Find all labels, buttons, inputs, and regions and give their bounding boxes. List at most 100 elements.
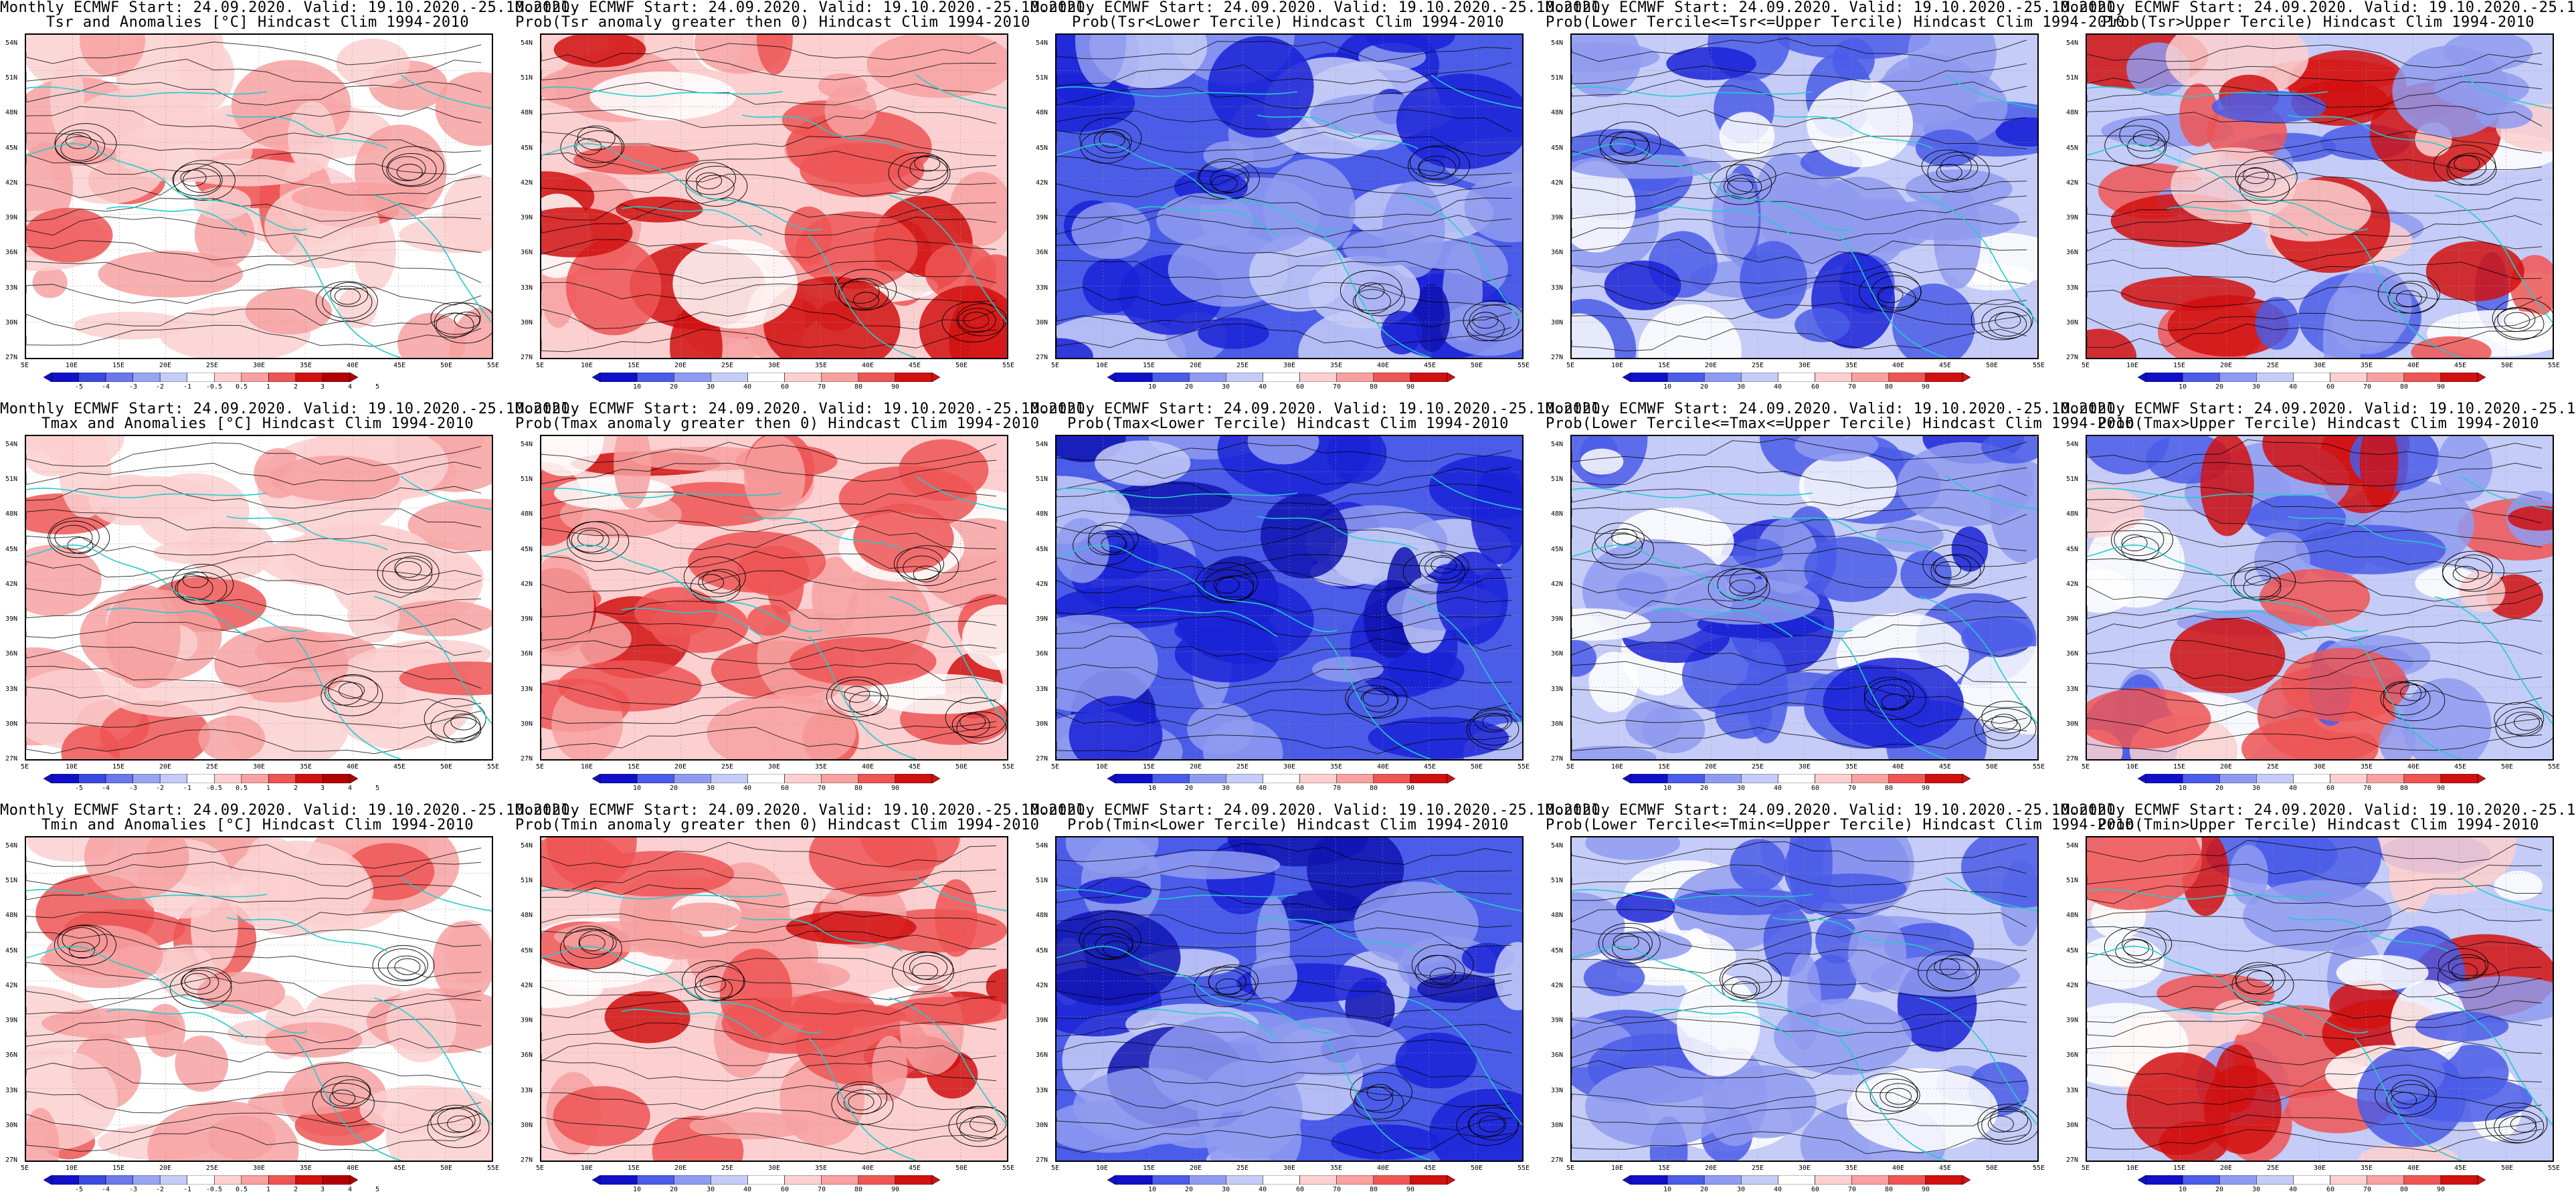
isotherm-contour bbox=[26, 929, 482, 950]
panel-title: Monthly ECMWF Start: 24.09.2020. Valid: … bbox=[1030, 802, 1610, 819]
longitude-label: 10E bbox=[65, 1165, 78, 1172]
forecast-panel: Monthly ECMWF Start: 24.09.2020. Valid: … bbox=[0, 0, 579, 401]
shaded-area bbox=[1198, 317, 1269, 349]
coastline bbox=[2167, 206, 2308, 236]
shaded-area bbox=[1065, 837, 1159, 874]
terrain-contour bbox=[1194, 966, 1257, 1007]
colorbar-tick-label: 3 bbox=[320, 383, 325, 391]
longitude-label: 50E bbox=[440, 763, 453, 771]
longitude-label: 5E bbox=[535, 362, 545, 369]
isotherm-contour bbox=[1056, 303, 1512, 328]
isotherm-contour bbox=[2087, 462, 2543, 487]
coastline bbox=[1651, 206, 1793, 236]
isotherm-contour bbox=[541, 1060, 997, 1082]
longitude-label: 55E bbox=[2032, 362, 2045, 369]
longitude-label: 55E bbox=[1517, 362, 1530, 369]
colorbar-tick-label: 40 bbox=[1773, 1186, 1782, 1193]
terrain-contour bbox=[2448, 155, 2487, 180]
colorbar-tick-label: 20 bbox=[669, 1186, 678, 1193]
shaded-area bbox=[1740, 241, 1807, 319]
colorbar-tick-label: 60 bbox=[1295, 383, 1305, 391]
isotherm-contour bbox=[1056, 260, 1512, 282]
shaded-area bbox=[1071, 202, 1151, 260]
colorbar-tick-label: 10 bbox=[2178, 785, 2187, 792]
coastline bbox=[541, 889, 783, 900]
terrain-contour bbox=[2452, 565, 2479, 583]
colorbar-tick-label: -1 bbox=[183, 383, 192, 391]
shaded-area bbox=[2211, 90, 2326, 124]
terrain-contour bbox=[60, 136, 99, 161]
latitude-label: 45N bbox=[1551, 947, 1564, 955]
terrain-contour bbox=[1211, 175, 1238, 192]
latitude-label: 27N bbox=[1036, 755, 1048, 763]
colorbar-tick-label: 30 bbox=[706, 785, 715, 792]
isotherm-contour bbox=[541, 526, 997, 550]
longitude-label: 10E bbox=[65, 362, 78, 369]
colorbar-tick-label: 10 bbox=[632, 383, 642, 391]
shaded-area bbox=[270, 456, 400, 501]
terrain-contour bbox=[1358, 282, 1385, 300]
terrain-contour bbox=[577, 530, 604, 546]
terrain-contour bbox=[1933, 555, 1972, 580]
isotherm-contour bbox=[1572, 437, 2027, 462]
terrain-contour bbox=[322, 286, 373, 319]
colorbar-tick-label: 90 bbox=[891, 785, 900, 792]
terrain-contour bbox=[2395, 290, 2422, 307]
shaded-area bbox=[106, 584, 181, 689]
shaded-area bbox=[1897, 441, 2034, 527]
isotherm-contour bbox=[26, 862, 482, 887]
latitude-label: 33N bbox=[521, 284, 533, 292]
shaded-area bbox=[688, 531, 826, 593]
terrain-contour bbox=[1073, 524, 1135, 566]
latitude-label: 39N bbox=[521, 214, 533, 221]
isotherm-contour bbox=[26, 1091, 482, 1114]
longitude-label: 40E bbox=[346, 1165, 359, 1172]
isotherm-contour bbox=[541, 41, 997, 64]
latitude-label: 27N bbox=[5, 354, 18, 361]
latitude-label: 48N bbox=[521, 510, 533, 518]
longitude-label: 45E bbox=[1938, 763, 1952, 771]
coastline bbox=[1839, 636, 1947, 759]
latitude-label: 27N bbox=[5, 755, 18, 763]
terrain-contour bbox=[1414, 955, 1465, 988]
terrain-contour bbox=[1592, 528, 1655, 570]
latitude-label: 33N bbox=[521, 1087, 533, 1094]
latitude-label: 48N bbox=[2066, 109, 2079, 116]
shaded-area bbox=[1156, 193, 1253, 247]
terrain-contour bbox=[1411, 944, 1474, 985]
coastline bbox=[2354, 636, 2462, 759]
terrain-contour bbox=[1418, 550, 1469, 584]
latitude-label: 27N bbox=[1036, 354, 1048, 361]
longitude-label: 20E bbox=[1189, 763, 1202, 771]
terrain-contour bbox=[690, 571, 741, 604]
terrain-contour bbox=[1710, 164, 1772, 205]
latitude-label: 54N bbox=[2066, 441, 2079, 448]
shaded-area bbox=[1934, 185, 1981, 289]
terrain-contour bbox=[1362, 690, 1389, 707]
isotherm-contour bbox=[1056, 467, 1512, 491]
latitude-label: 39N bbox=[5, 1017, 18, 1024]
isotherm-contour bbox=[2087, 60, 2543, 84]
isotherm-contour bbox=[541, 996, 997, 1019]
shaded-area bbox=[1073, 1068, 1224, 1146]
terrain-contour bbox=[1612, 936, 1651, 961]
coastline bbox=[2461, 877, 2553, 912]
terrain-contour bbox=[957, 308, 996, 333]
colorbar-tick-label: 90 bbox=[1406, 383, 1415, 391]
latitude-label: 45N bbox=[1036, 546, 1048, 553]
coastline bbox=[1572, 488, 1813, 498]
shaded-area bbox=[1342, 228, 1425, 267]
latitude-label: 33N bbox=[1551, 284, 1564, 292]
panel-subtitle: Prob(Tmin anomaly greater then 0) Hindca… bbox=[515, 817, 1040, 833]
colorbar-tick-label: 0.5 bbox=[235, 1186, 248, 1193]
terrain-contour bbox=[173, 160, 236, 201]
shaded-area bbox=[1417, 974, 1503, 1003]
isotherm-contour bbox=[1572, 63, 2027, 84]
isotherm-contour bbox=[2087, 884, 2542, 907]
colorbar bbox=[1107, 373, 1455, 382]
terrain-contour bbox=[1340, 270, 1402, 311]
panel-subtitle: Prob(Lower Tercile<=Tsr<=Upper Tercile) … bbox=[1546, 14, 2125, 31]
isotherm-contour bbox=[26, 706, 482, 729]
longitude-label: 45E bbox=[393, 763, 406, 771]
latitude-label: 42N bbox=[1036, 179, 1048, 187]
